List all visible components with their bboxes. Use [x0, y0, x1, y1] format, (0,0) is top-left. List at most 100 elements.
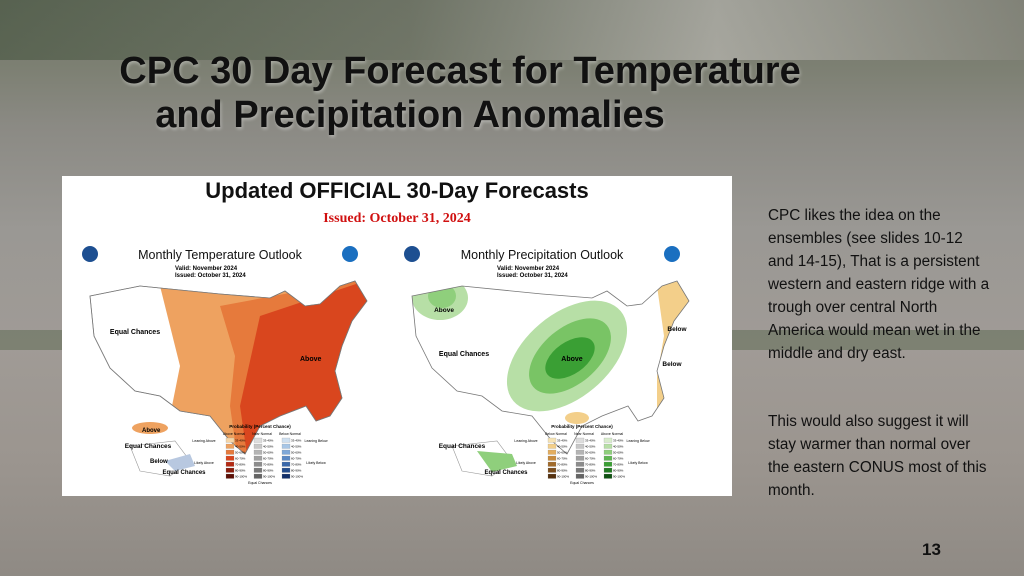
legend-swatch — [547, 455, 557, 461]
legend-range: 80-90% — [235, 469, 246, 473]
legend-side-label: Likely Below — [628, 461, 648, 465]
legend-swatch — [225, 455, 235, 461]
legend-swatch — [603, 455, 613, 461]
legend-swatch — [547, 461, 557, 467]
legend-swatch — [603, 467, 613, 473]
legend-range: 50-60% — [235, 451, 246, 455]
legend-swatch — [547, 437, 557, 443]
figure-graphic: Updated OFFICIAL 30-Day Forecasts Issued… — [82, 178, 690, 485]
legend-swatch — [547, 467, 557, 473]
legend-swatch — [575, 437, 585, 443]
legend-swatch — [253, 473, 263, 479]
legend-range: 40-50% — [291, 445, 302, 449]
nws-logo — [664, 246, 680, 262]
map-label: Equal Chances — [110, 329, 160, 336]
map-label: Equal Chances — [439, 443, 486, 450]
legend-swatch — [603, 443, 613, 449]
legend-swatch — [281, 473, 291, 479]
legend-range: 80-90% — [291, 469, 302, 473]
body-paragraph: CPC likes the idea on the ensembles (see… — [768, 207, 990, 362]
legend-swatch — [225, 449, 235, 455]
legend-side-label: Equal Chances — [248, 481, 272, 485]
temperature-map: Monthly Temperature Outlook Valid: Novem… — [82, 246, 368, 485]
legend-range: 90-100% — [557, 475, 569, 479]
above-region — [477, 451, 517, 472]
legend-swatch — [547, 443, 557, 449]
noaa-logo — [82, 246, 98, 262]
legend-side-label: Likely Above — [194, 461, 214, 465]
map-label: Above — [561, 356, 583, 363]
map-label: Equal Chances — [162, 470, 206, 476]
legend-range: 60-70% — [263, 457, 274, 461]
legend-range: 80-90% — [613, 469, 624, 473]
map-label: Above — [434, 307, 454, 314]
legend-range: 50-60% — [613, 451, 624, 455]
legend-range: 60-70% — [613, 457, 624, 461]
legend-range: 50-60% — [263, 451, 274, 455]
map-label: Above — [142, 428, 161, 434]
legend-range: 90-100% — [263, 475, 275, 479]
us-border — [89, 280, 368, 455]
legend-range: 90-100% — [613, 475, 625, 479]
legend-swatch — [253, 443, 263, 449]
legend-column: Below Normal — [279, 432, 301, 436]
legend-swatch — [575, 443, 585, 449]
background-photo — [0, 0, 1024, 60]
legend-title: Probability (Percent Chance) — [229, 424, 291, 429]
legend-swatch — [281, 455, 291, 461]
below-region — [565, 412, 589, 424]
legend-range: 33-40% — [235, 439, 246, 443]
legend-side-label: Leaning Above — [514, 439, 537, 443]
legend-swatch — [225, 437, 235, 443]
legend-range: 33-40% — [263, 439, 274, 443]
likely-above-region — [428, 284, 456, 308]
legend-range: 40-50% — [235, 445, 246, 449]
map-label: Below — [662, 361, 682, 368]
legend-swatch — [281, 449, 291, 455]
legend-swatch — [547, 473, 557, 479]
legend-range: 40-50% — [613, 445, 624, 449]
map-issued: Issued: October 31, 2024 — [497, 273, 568, 279]
below-region — [165, 454, 195, 471]
legend-side-label: Leaning Above — [192, 439, 215, 443]
noaa-logo — [404, 246, 420, 262]
legend: Probability (Percent Chance) Below Normal… — [514, 424, 650, 485]
legend-range: 70-80% — [613, 463, 624, 467]
legend-range: 90-100% — [585, 475, 597, 479]
legend-range: 33-40% — [585, 439, 596, 443]
legend-range: 60-70% — [235, 457, 246, 461]
legend-range: 80-90% — [585, 469, 596, 473]
likely-above-region — [545, 337, 595, 379]
legend-swatch — [547, 449, 557, 455]
legend-column: Above Normal — [601, 432, 623, 436]
legend-range: 80-90% — [263, 469, 274, 473]
legend-range: 70-80% — [263, 463, 274, 467]
legend-range: 50-60% — [557, 451, 568, 455]
legend-range: 70-80% — [585, 463, 596, 467]
legend-swatch — [253, 461, 263, 467]
legend-swatch — [225, 461, 235, 467]
legend-range: 70-80% — [235, 463, 246, 467]
legend-swatch — [225, 473, 235, 479]
legend-swatch — [575, 461, 585, 467]
legend-swatch — [603, 449, 613, 455]
legend-swatch — [281, 461, 291, 467]
legend-swatch — [281, 443, 291, 449]
legend-range: 60-70% — [291, 457, 302, 461]
legend-range: 50-60% — [291, 451, 302, 455]
legend-column: Near Normal — [252, 432, 272, 436]
map-label: Below — [150, 459, 168, 465]
slide-title: CPC 30 Day Forecast for Temperature — [119, 50, 801, 92]
legend-range: 33-40% — [291, 439, 302, 443]
legend-swatch — [253, 467, 263, 473]
legend-swatch — [575, 455, 585, 461]
legend: Probability (Percent Chance) Above Normal… — [192, 424, 328, 485]
map-label: Equal Chances — [484, 470, 528, 476]
legend-range: 33-40% — [557, 439, 568, 443]
legend-swatch — [253, 437, 263, 443]
legend-range: 60-70% — [557, 457, 568, 461]
us-border — [411, 280, 690, 455]
forecast-figure: Updated OFFICIAL 30-Day Forecasts Issued… — [62, 176, 732, 496]
hawaii-region — [132, 422, 168, 434]
